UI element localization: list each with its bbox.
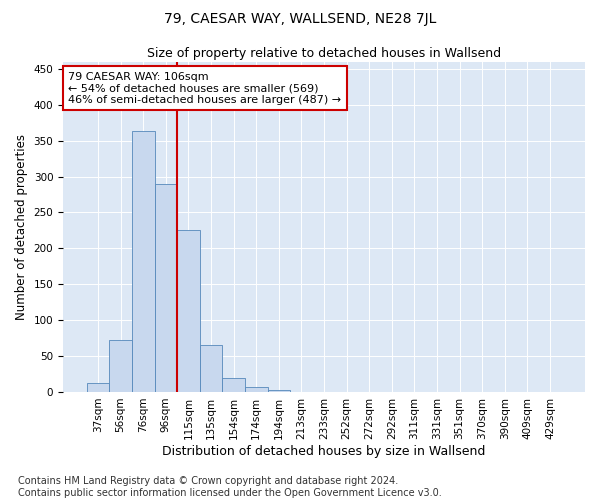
Bar bbox=[177, 230, 200, 392]
Bar bbox=[87, 384, 109, 392]
Bar bbox=[200, 346, 223, 392]
Bar bbox=[245, 387, 268, 392]
X-axis label: Distribution of detached houses by size in Wallsend: Distribution of detached houses by size … bbox=[163, 444, 486, 458]
Text: Contains HM Land Registry data © Crown copyright and database right 2024.
Contai: Contains HM Land Registry data © Crown c… bbox=[18, 476, 442, 498]
Bar bbox=[155, 184, 177, 392]
Bar bbox=[223, 378, 245, 392]
Title: Size of property relative to detached houses in Wallsend: Size of property relative to detached ho… bbox=[147, 48, 501, 60]
Bar bbox=[268, 390, 290, 392]
Y-axis label: Number of detached properties: Number of detached properties bbox=[15, 134, 28, 320]
Text: 79, CAESAR WAY, WALLSEND, NE28 7JL: 79, CAESAR WAY, WALLSEND, NE28 7JL bbox=[164, 12, 436, 26]
Text: 79 CAESAR WAY: 106sqm
← 54% of detached houses are smaller (569)
46% of semi-det: 79 CAESAR WAY: 106sqm ← 54% of detached … bbox=[68, 72, 341, 105]
Bar bbox=[132, 132, 155, 392]
Bar bbox=[109, 340, 132, 392]
